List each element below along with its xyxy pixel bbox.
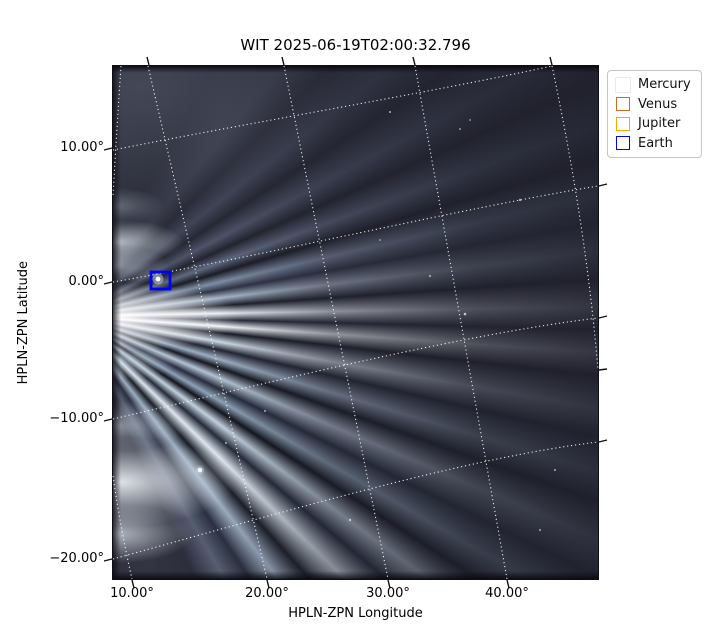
star [463, 312, 466, 315]
meridian-30deg [282, 65, 389, 579]
star [224, 441, 227, 444]
parallel-minus10deg [112, 316, 598, 420]
earth-marker [149, 270, 171, 290]
plot-area [103, 56, 607, 588]
coronagraph-image [112, 65, 598, 579]
star [197, 467, 202, 472]
parallel-0deg [112, 184, 598, 283]
x-tick-label-30: 30.00° [366, 586, 410, 601]
plot-title: WIT 2025-06-19T02:00:32.796 [240, 36, 471, 54]
star [263, 409, 266, 412]
jupiter-marker-icon [616, 116, 630, 131]
star [518, 198, 521, 201]
x-axis-label: HPLN-ZPN Longitude [288, 606, 423, 621]
x-tick-label-10: 10.00° [110, 586, 154, 601]
legend-item-venus: Venus [616, 97, 691, 112]
meridian-40deg [413, 65, 508, 579]
meridian-50deg [550, 65, 599, 370]
y-tick-label-minus10: −10.00° [49, 411, 104, 426]
x-tick-label-20: 20.00° [245, 586, 289, 601]
earth-dot [155, 276, 160, 281]
meridian-10deg-top [111, 65, 122, 196]
earth-marker-icon [616, 136, 630, 150]
y-tick-label-0: 0.00° [68, 274, 104, 289]
earth-marker-square [149, 270, 171, 290]
star-field [195, 110, 556, 531]
y-tick-label-minus20: −20.00° [49, 551, 104, 566]
legend-label-venus: Venus [638, 96, 678, 112]
meridian-20deg [146, 65, 268, 579]
meridian-10deg-bottom [111, 475, 133, 579]
legend-item-mercury: Mercury [616, 77, 691, 92]
legend-label-mercury: Mercury [638, 77, 691, 92]
star [378, 238, 381, 241]
legend-label-earth: Earth [638, 135, 673, 151]
y-axis-label: HPLN-ZPN Latitude [15, 260, 31, 385]
star [388, 110, 391, 113]
legend: Mercury Venus Jupiter Earth [607, 70, 702, 158]
y-tick-label-10: 10.00° [60, 140, 104, 155]
star [458, 127, 461, 130]
star [553, 468, 556, 471]
legend-item-earth: Earth [616, 136, 691, 151]
legend-label-jupiter: Jupiter [638, 116, 681, 131]
star [428, 274, 431, 277]
x-tick-label-40: 40.00° [485, 586, 529, 601]
venus-marker-icon [616, 97, 630, 111]
grid-and-marker-overlay [103, 56, 607, 588]
parallel-10deg [112, 64, 552, 151]
star [468, 118, 471, 121]
graticule-grid [111, 64, 599, 579]
parallel-minus20deg [112, 440, 598, 560]
star [538, 528, 541, 531]
y-axis-label-wrap: HPLN-ZPN Latitude [14, 66, 32, 579]
legend-item-jupiter: Jupiter [616, 116, 691, 131]
star [348, 518, 351, 521]
mercury-marker-icon [616, 77, 630, 92]
axis-ticks [103, 56, 607, 588]
